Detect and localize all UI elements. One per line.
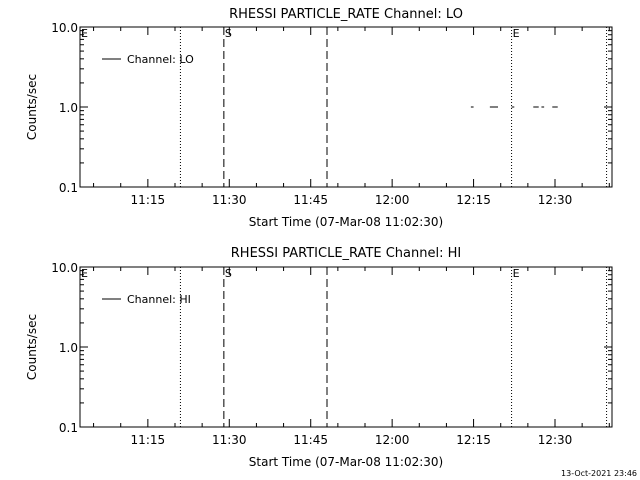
- panel-2-corner-label: E: [81, 267, 88, 280]
- panel-2-y-tick-label: 10.0: [51, 261, 78, 275]
- panel-1-group: RHESSI PARTICLE_RATE Channel: LO Start Ti…: [25, 7, 613, 229]
- panel-1-x-tick-label: 11:15: [131, 193, 166, 207]
- panel-1-x-tick-label: 12:00: [375, 193, 410, 207]
- panel-2-title: RHESSI PARTICLE_RATE Channel: HI: [231, 246, 461, 261]
- panel-2-x-tick-label: 12:15: [456, 433, 491, 447]
- panel-2-x-tick-label: 12:30: [538, 433, 573, 447]
- panel-1-x-tick-label: 12:30: [538, 193, 573, 207]
- panel-1-y-axis-label: Counts/sec: [25, 74, 39, 140]
- panel-1-x-axis-label: Start Time (07-Mar-08 11:02:30): [249, 215, 443, 229]
- plots-group: RHESSI PARTICLE_RATE Channel: LO Start Ti…: [25, 7, 613, 469]
- footer-timestamp: 13-Oct-2021 23:46: [561, 469, 637, 478]
- panel-2-marker-label-e: E: [513, 267, 520, 280]
- panel-2-x-tick-label: 11:15: [131, 433, 166, 447]
- panel-1-plot-frame: [79, 26, 613, 188]
- panel-1-x-tick-label: 11:30: [212, 193, 247, 207]
- panel-1-y-tick-label: 1.0: [59, 101, 78, 115]
- panel-2-x-tick-label: 11:30: [212, 433, 247, 447]
- panel-1-marker-label-e: E: [513, 27, 520, 40]
- panel-2-x-tick-label: 11:45: [293, 433, 328, 447]
- panel-1-y-tick-label: 10.0: [51, 21, 78, 35]
- panel-1-x-tick-label: 11:45: [293, 193, 328, 207]
- panel-1-x-tick-label: 12:15: [456, 193, 491, 207]
- panel-2-plot-frame: [79, 266, 613, 428]
- panel-1-title: RHESSI PARTICLE_RATE Channel: LO: [229, 7, 463, 22]
- panel-1-y-tick-label: 0.1: [59, 181, 78, 195]
- panel-1-corner-label: E: [81, 27, 88, 40]
- panel-2-legend-label: Channel: HI: [127, 293, 191, 306]
- panel-2-x-tick-label: 12:00: [375, 433, 410, 447]
- panel-1-marker-label-s: S: [225, 27, 232, 40]
- panel-2-group: RHESSI PARTICLE_RATE Channel: HI Start Ti…: [25, 246, 613, 469]
- panel-2-marker-label-s: S: [225, 267, 232, 280]
- panel-2-x-axis-label: Start Time (07-Mar-08 11:02:30): [249, 455, 443, 469]
- panel-1-legend-label: Channel: LO: [127, 53, 194, 66]
- panel-2-y-axis-label: Counts/sec: [25, 314, 39, 380]
- panel-2-y-tick-label: 1.0: [59, 341, 78, 355]
- panel-2-y-tick-label: 0.1: [59, 421, 78, 435]
